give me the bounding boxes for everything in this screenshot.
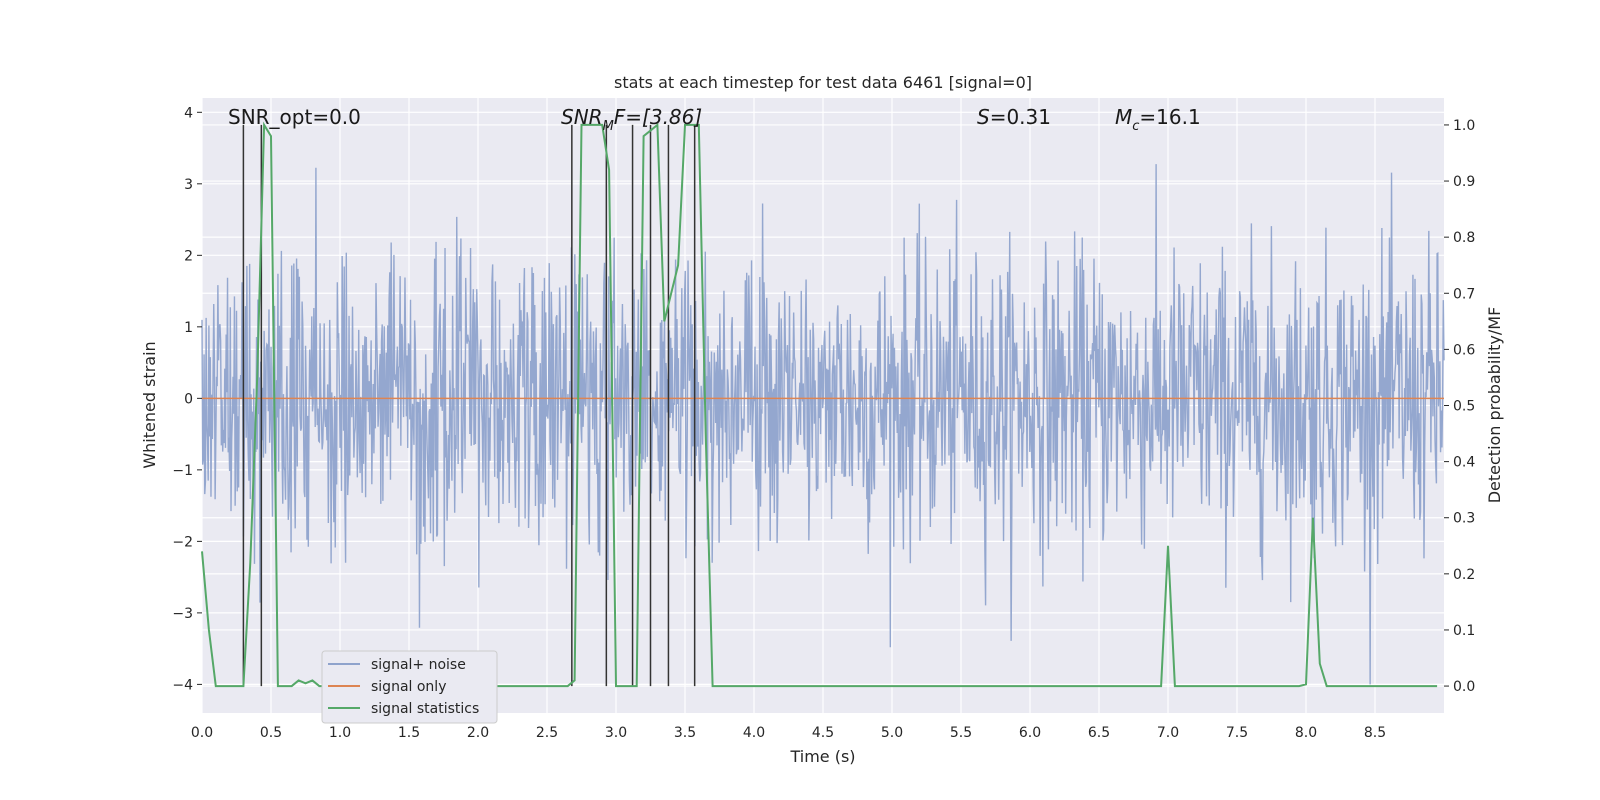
x-axis-label: Time (s)	[789, 747, 855, 766]
annotation-mc-sub: c	[1132, 119, 1139, 134]
y-right-tick-label: 0.7	[1453, 286, 1475, 302]
legend-box	[321, 650, 498, 724]
annotation-mc: Mc=16.1	[1115, 105, 1201, 134]
vertical-markers	[242, 124, 696, 687]
chart-title: stats at each timestep for test data 646…	[614, 73, 1032, 92]
y-tick-label: 3	[184, 177, 193, 193]
x-tick-label: 4.5	[812, 725, 834, 741]
y-right-tick-label: 0.6	[1453, 342, 1475, 358]
x-tick-label: 2.5	[536, 725, 558, 741]
y-right-tick-label: 0.5	[1453, 399, 1475, 415]
y-tick-label: 0	[184, 391, 193, 407]
signal-noise-series	[201, 164, 1445, 685]
y-tick-label: −2	[172, 534, 193, 550]
annotation-s-main: S	[977, 105, 990, 129]
y-right-tick-label: 0.2	[1453, 567, 1475, 583]
y-right-axis-label: Detection probability/MF	[1485, 307, 1504, 504]
legend: signal+ noise signal only signal statist…	[321, 650, 498, 724]
y-tick-label: 4	[184, 105, 193, 121]
y-tick-label: −4	[172, 677, 193, 693]
x-tick-label: 1.0	[329, 725, 351, 741]
y-right-tick-labels: 0.0 0.1 0.2 0.3 0.4 0.5 0.6 0.7 0.8 0.9 1.0	[1444, 118, 1475, 695]
y-tick-label: −1	[172, 463, 193, 479]
annotation-snr-mf-rest: F=[3.86]	[614, 105, 702, 129]
x-tick-label: 3.5	[674, 725, 696, 741]
x-tick-label: 0.0	[191, 725, 213, 741]
legend-label-noise: signal+ noise	[371, 657, 466, 673]
y-right-tick-label: 0.4	[1453, 455, 1475, 471]
annotation-snr-mf-sub: M	[603, 119, 614, 134]
annotation-mc-rest: =16.1	[1139, 105, 1200, 129]
y-tick-label: 2	[184, 248, 193, 264]
y-axis-label: Whitened strain	[140, 341, 159, 468]
y-right-tick-label: 0.0	[1453, 679, 1475, 695]
y-tick-label: −3	[172, 606, 193, 622]
x-tick-labels: 0.0 0.5 1.0 1.5 2.0 2.5 3.0 3.5 4.0 4.5 5.0 5.5 6.0 6…	[191, 725, 1386, 741]
y-tick-label: 1	[184, 320, 193, 336]
x-tick-label: 4.0	[743, 725, 765, 741]
annotation-s: S=0.31	[977, 105, 1051, 129]
annotation-s-rest: =0.31	[990, 105, 1051, 129]
noise-line	[201, 164, 1445, 685]
annotation-snr-opt: SNR_opt=0.0	[228, 105, 361, 129]
annotation-snr-mf-main: SNR	[561, 105, 603, 129]
x-tick-label: 7.5	[1226, 725, 1248, 741]
y-right-tick-label: 0.9	[1453, 174, 1475, 190]
legend-label-signal: signal only	[371, 679, 446, 695]
y-tick-labels: −4 −3 −2 −1 0 1 2 3 4	[172, 105, 202, 693]
x-tick-label: 6.5	[1088, 725, 1110, 741]
x-tick-label: 6.0	[1019, 725, 1041, 741]
y-right-tick-label: 0.1	[1453, 623, 1475, 639]
x-tick-label: 5.5	[950, 725, 972, 741]
annotation-snr-mf: SNRMF=[3.86]	[561, 105, 702, 134]
x-tick-label: 8.0	[1295, 725, 1317, 741]
x-tick-label: 5.0	[881, 725, 903, 741]
y-right-tick-label: 1.0	[1453, 118, 1475, 134]
x-tick-label: 8.5	[1364, 725, 1386, 741]
x-tick-label: 2.0	[467, 725, 489, 741]
y-right-tick-label: 0.8	[1453, 230, 1475, 246]
annotation-mc-main: M	[1115, 105, 1132, 129]
x-tick-label: 1.5	[398, 725, 420, 741]
x-tick-label: 3.0	[605, 725, 627, 741]
y-right-tick-label: 0.3	[1453, 511, 1475, 527]
x-tick-label: 7.0	[1157, 725, 1179, 741]
legend-label-statistics: signal statistics	[371, 701, 479, 717]
x-tick-label: 0.5	[260, 725, 282, 741]
